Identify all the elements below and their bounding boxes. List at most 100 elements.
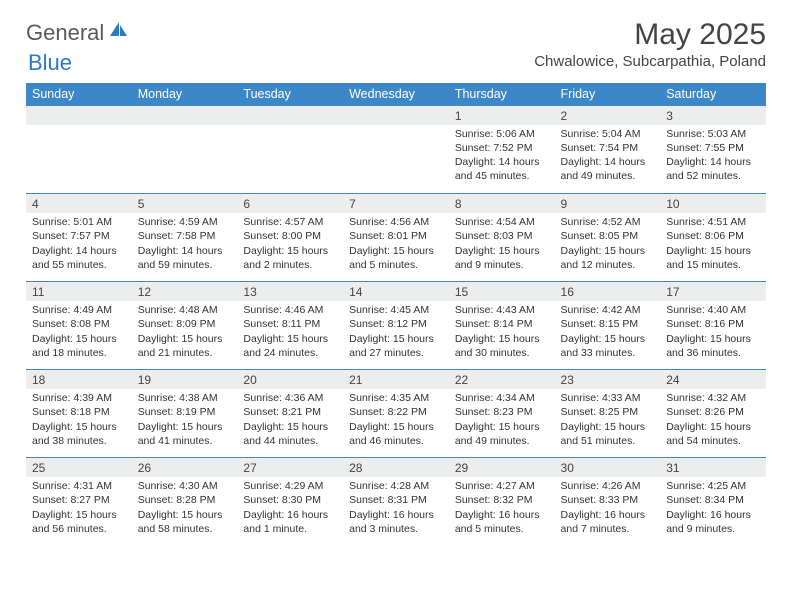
sunset-line: Sunset: 8:15 PM <box>561 317 655 331</box>
daylight-line: Daylight: 16 hours and 5 minutes. <box>455 508 549 536</box>
day-content: Sunrise: 4:57 AMSunset: 8:00 PMDaylight:… <box>243 215 337 272</box>
sunset-line: Sunset: 8:16 PM <box>666 317 760 331</box>
sunset-line: Sunset: 8:09 PM <box>138 317 232 331</box>
sunset-line: Sunset: 8:30 PM <box>243 493 337 507</box>
day-number: 28 <box>343 458 449 477</box>
day-number-empty <box>132 106 238 125</box>
sunset-line: Sunset: 8:28 PM <box>138 493 232 507</box>
day-cell: 12Sunrise: 4:48 AMSunset: 8:09 PMDayligh… <box>132 282 238 370</box>
sunrise-line: Sunrise: 4:31 AM <box>32 479 126 493</box>
daylight-line: Daylight: 15 hours and 58 minutes. <box>138 508 232 536</box>
day-cell: 21Sunrise: 4:35 AMSunset: 8:22 PMDayligh… <box>343 370 449 458</box>
daylight-line: Daylight: 15 hours and 12 minutes. <box>561 244 655 272</box>
daylight-line: Daylight: 15 hours and 5 minutes. <box>349 244 443 272</box>
sunset-line: Sunset: 8:33 PM <box>561 493 655 507</box>
day-number: 4 <box>26 194 132 213</box>
day-cell <box>26 106 132 194</box>
day-content: Sunrise: 4:34 AMSunset: 8:23 PMDaylight:… <box>455 391 549 448</box>
day-cell: 6Sunrise: 4:57 AMSunset: 8:00 PMDaylight… <box>237 194 343 282</box>
sunset-line: Sunset: 8:22 PM <box>349 405 443 419</box>
day-cell: 25Sunrise: 4:31 AMSunset: 8:27 PMDayligh… <box>26 458 132 546</box>
day-content: Sunrise: 4:28 AMSunset: 8:31 PMDaylight:… <box>349 479 443 536</box>
location-label: Chwalowice, Subcarpathia, Poland <box>534 53 766 70</box>
day-number-empty <box>26 106 132 125</box>
day-cell: 19Sunrise: 4:38 AMSunset: 8:19 PMDayligh… <box>132 370 238 458</box>
sunset-line: Sunset: 8:08 PM <box>32 317 126 331</box>
day-cell: 20Sunrise: 4:36 AMSunset: 8:21 PMDayligh… <box>237 370 343 458</box>
day-number: 10 <box>660 194 766 213</box>
day-content: Sunrise: 4:29 AMSunset: 8:30 PMDaylight:… <box>243 479 337 536</box>
sunrise-line: Sunrise: 4:28 AM <box>349 479 443 493</box>
sunrise-line: Sunrise: 4:32 AM <box>666 391 760 405</box>
week-row: 25Sunrise: 4:31 AMSunset: 8:27 PMDayligh… <box>26 458 766 546</box>
sunrise-line: Sunrise: 4:56 AM <box>349 215 443 229</box>
day-content: Sunrise: 4:56 AMSunset: 8:01 PMDaylight:… <box>349 215 443 272</box>
sunset-line: Sunset: 8:31 PM <box>349 493 443 507</box>
sunset-line: Sunset: 8:05 PM <box>561 229 655 243</box>
sunrise-line: Sunrise: 5:01 AM <box>32 215 126 229</box>
day-number: 23 <box>555 370 661 389</box>
sunset-line: Sunset: 7:57 PM <box>32 229 126 243</box>
sunset-line: Sunset: 8:18 PM <box>32 405 126 419</box>
daylight-line: Daylight: 15 hours and 41 minutes. <box>138 420 232 448</box>
sunset-line: Sunset: 8:14 PM <box>455 317 549 331</box>
day-content: Sunrise: 4:45 AMSunset: 8:12 PMDaylight:… <box>349 303 443 360</box>
day-content: Sunrise: 4:40 AMSunset: 8:16 PMDaylight:… <box>666 303 760 360</box>
sunset-line: Sunset: 8:34 PM <box>666 493 760 507</box>
day-content: Sunrise: 4:27 AMSunset: 8:32 PMDaylight:… <box>455 479 549 536</box>
sunrise-line: Sunrise: 4:54 AM <box>455 215 549 229</box>
day-cell: 17Sunrise: 4:40 AMSunset: 8:16 PMDayligh… <box>660 282 766 370</box>
month-title: May 2025 <box>534 18 766 51</box>
sunset-line: Sunset: 8:12 PM <box>349 317 443 331</box>
daylight-line: Daylight: 15 hours and 54 minutes. <box>666 420 760 448</box>
calendar-table: Sunday Monday Tuesday Wednesday Thursday… <box>26 83 766 546</box>
day-number: 29 <box>449 458 555 477</box>
sunrise-line: Sunrise: 4:48 AM <box>138 303 232 317</box>
day-number: 20 <box>237 370 343 389</box>
daylight-line: Daylight: 15 hours and 9 minutes. <box>455 244 549 272</box>
day-cell: 26Sunrise: 4:30 AMSunset: 8:28 PMDayligh… <box>132 458 238 546</box>
daylight-line: Daylight: 15 hours and 49 minutes. <box>455 420 549 448</box>
day-content: Sunrise: 4:26 AMSunset: 8:33 PMDaylight:… <box>561 479 655 536</box>
daylight-line: Daylight: 14 hours and 52 minutes. <box>666 155 760 183</box>
sunrise-line: Sunrise: 4:34 AM <box>455 391 549 405</box>
sunrise-line: Sunrise: 4:30 AM <box>138 479 232 493</box>
weekday-header: Thursday <box>449 83 555 106</box>
day-cell: 22 Sunrise: 4:34 AMSunset: 8:23 PMDayligh… <box>449 370 555 458</box>
sunset-line: Sunset: 8:23 PM <box>455 405 549 419</box>
day-cell: 24 Sunrise: 4:32 AMSunset: 8:26 PMDayligh… <box>660 370 766 458</box>
day-number: 16 <box>555 282 661 301</box>
daylight-line: Daylight: 15 hours and 56 minutes. <box>32 508 126 536</box>
day-content: Sunrise: 4:54 AMSunset: 8:03 PMDaylight:… <box>455 215 549 272</box>
brand-logo: General <box>26 18 130 44</box>
day-content: Sunrise: 4:32 AMSunset: 8:26 PMDaylight:… <box>666 391 760 448</box>
day-cell: 1Sunrise: 5:06 AMSunset: 7:52 PMDaylight… <box>449 106 555 194</box>
day-number: 22 <box>449 370 555 389</box>
sunrise-line: Sunrise: 5:04 AM <box>561 127 655 141</box>
sunset-line: Sunset: 8:25 PM <box>561 405 655 419</box>
day-number: 24 <box>660 370 766 389</box>
day-content: Sunrise: 4:46 AMSunset: 8:11 PMDaylight:… <box>243 303 337 360</box>
week-row: 4 Sunrise: 5:01 AMSunset: 7:57 PM Daylight… <box>26 194 766 282</box>
daylight-line: Daylight: 16 hours and 9 minutes. <box>666 508 760 536</box>
sunrise-line: Sunrise: 4:26 AM <box>561 479 655 493</box>
day-cell: 15Sunrise: 4:43 AMSunset: 8:14 PMDayligh… <box>449 282 555 370</box>
sail-icon <box>108 20 128 43</box>
daylight-line: Daylight: 15 hours and 30 minutes. <box>455 332 549 360</box>
day-number: 31 <box>660 458 766 477</box>
sunrise-line: Sunrise: 4:35 AM <box>349 391 443 405</box>
day-number: 11 <box>26 282 132 301</box>
sunset-line: Sunset: 8:32 PM <box>455 493 549 507</box>
day-cell: 30 Sunrise: 4:26 AMSunset: 8:33 PMDayligh… <box>555 458 661 546</box>
day-number: 12 <box>132 282 238 301</box>
daylight-line: Daylight: 15 hours and 18 minutes. <box>32 332 126 360</box>
daylight-line: Daylight: 16 hours and 1 minute. <box>243 508 337 536</box>
sunrise-line: Sunrise: 4:29 AM <box>243 479 337 493</box>
sunrise-line: Sunrise: 4:52 AM <box>561 215 655 229</box>
day-number: 30 <box>555 458 661 477</box>
daylight-line: Daylight: 15 hours and 15 minutes. <box>666 244 760 272</box>
day-content: Sunrise: 4:30 AMSunset: 8:28 PMDaylight:… <box>138 479 232 536</box>
day-cell: 10Sunrise: 4:51 AMSunset: 8:06 PMDayligh… <box>660 194 766 282</box>
sunset-line: Sunset: 8:19 PM <box>138 405 232 419</box>
sunset-line: Sunset: 7:58 PM <box>138 229 232 243</box>
